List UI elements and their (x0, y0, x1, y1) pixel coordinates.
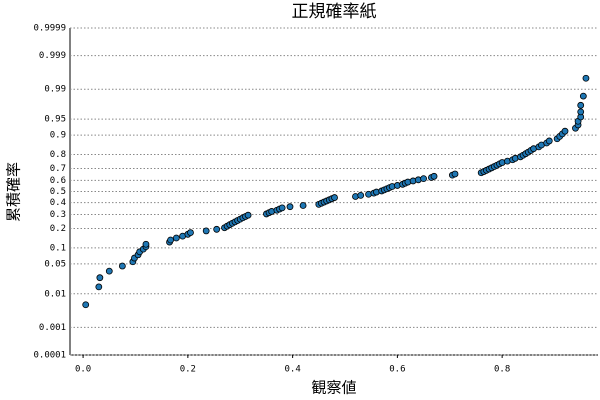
point (420, 175, 427, 183)
point (331, 194, 338, 201)
x-tick-label: 0.2 (180, 365, 196, 375)
y-tick-label: 0.7 (50, 164, 66, 174)
y-tick-label: 0.5 (50, 187, 66, 197)
point (187, 229, 194, 236)
point (172, 234, 180, 242)
y-tick-label: 0.95 (44, 115, 66, 125)
y-tick-label: 0.4 (50, 198, 66, 208)
point (577, 108, 585, 116)
y-tick-label: 0.2 (50, 224, 66, 234)
y-tick-label: 0.01 (44, 289, 66, 299)
point (278, 204, 286, 212)
point (357, 191, 365, 199)
x-tick-label: 0.4 (284, 365, 300, 375)
point (299, 202, 307, 209)
y-tick-label: 0.9 (50, 131, 66, 141)
point (582, 74, 590, 82)
y-tick-label: 0.3 (50, 210, 66, 220)
x-tick-label: 0.6 (389, 365, 405, 375)
point (82, 301, 90, 309)
point (451, 170, 459, 178)
y-tick-label: 0.1 (50, 243, 66, 253)
y-tick-label: 0.05 (44, 259, 66, 269)
point (142, 240, 150, 248)
y-tick-label: 0.0001 (33, 351, 66, 361)
y-tick-label: 0.9999 (33, 24, 66, 34)
x-tick-label: 0.8 (494, 365, 510, 375)
x-axis-label: 観察値 (311, 379, 356, 397)
point (244, 211, 252, 219)
chart-title: 正規確率紙 (292, 2, 377, 22)
point (561, 127, 569, 135)
y-tick-label: 0.99 (44, 85, 66, 95)
point (202, 227, 210, 235)
point (213, 225, 221, 233)
point (167, 236, 174, 244)
point (545, 137, 553, 145)
x-tick-label: 0.0 (75, 365, 91, 375)
point (577, 101, 585, 109)
point (579, 92, 587, 100)
point (286, 203, 294, 211)
y-axis-label: 累積確率 (5, 162, 23, 222)
y-tick-label: 0.001 (39, 323, 66, 333)
point (105, 267, 113, 275)
point (95, 283, 103, 291)
point (430, 172, 438, 180)
point (96, 274, 104, 282)
y-tick-label: 0.999 (39, 51, 66, 61)
y-tick-label: 0.6 (50, 176, 66, 186)
y-tick-label: 0.8 (50, 150, 66, 160)
point (118, 262, 126, 270)
